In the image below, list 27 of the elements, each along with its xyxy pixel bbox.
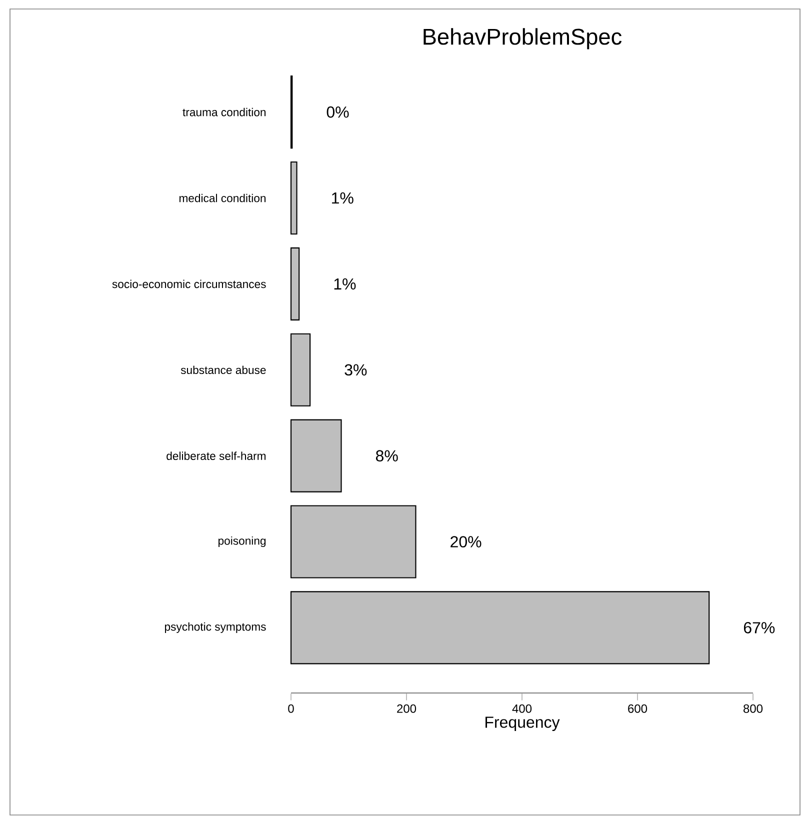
annotation: 3% [344,364,367,376]
x-tick-label: 800 [744,704,763,713]
x-tick-label: 0 [288,704,294,713]
x-tick-label: 400 [512,704,532,713]
y-tick-label: poisoning [218,536,266,548]
x-axis-title: Frequency [486,716,560,732]
bar [290,419,342,492]
bar [290,505,416,578]
y-tick-label: medical condition [179,194,266,202]
annotation: 0% [326,106,349,118]
y-tick-label: psychotic symptoms [164,622,266,633]
y-tick-label: trauma condition [182,108,266,116]
bar [290,247,300,320]
y-tick-label: substance abuse [180,366,266,374]
annotation: 1% [334,278,356,290]
bar [290,333,311,406]
annotation: 20% [450,536,482,548]
x-tick-label: 200 [397,704,416,713]
annotation: 8% [376,450,398,462]
annotation: 1% [332,192,354,204]
bar [290,161,298,235]
chart-title: BehavProblemSpec [424,28,622,50]
y-tick-label: deliberate self-harm [166,452,266,460]
x-tick-label: 600 [628,704,648,713]
bar [290,591,710,664]
annotation: 67% [744,622,775,634]
y-tick-label: socio-economic circumstances [112,280,266,288]
